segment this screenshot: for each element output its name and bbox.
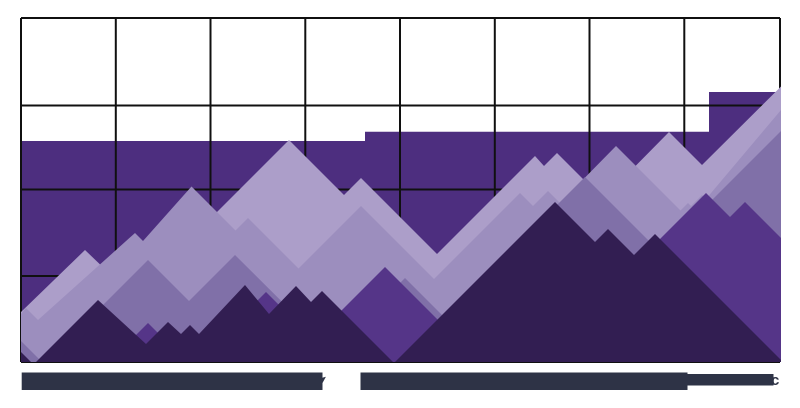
- svg-text:c: c: [771, 372, 779, 389]
